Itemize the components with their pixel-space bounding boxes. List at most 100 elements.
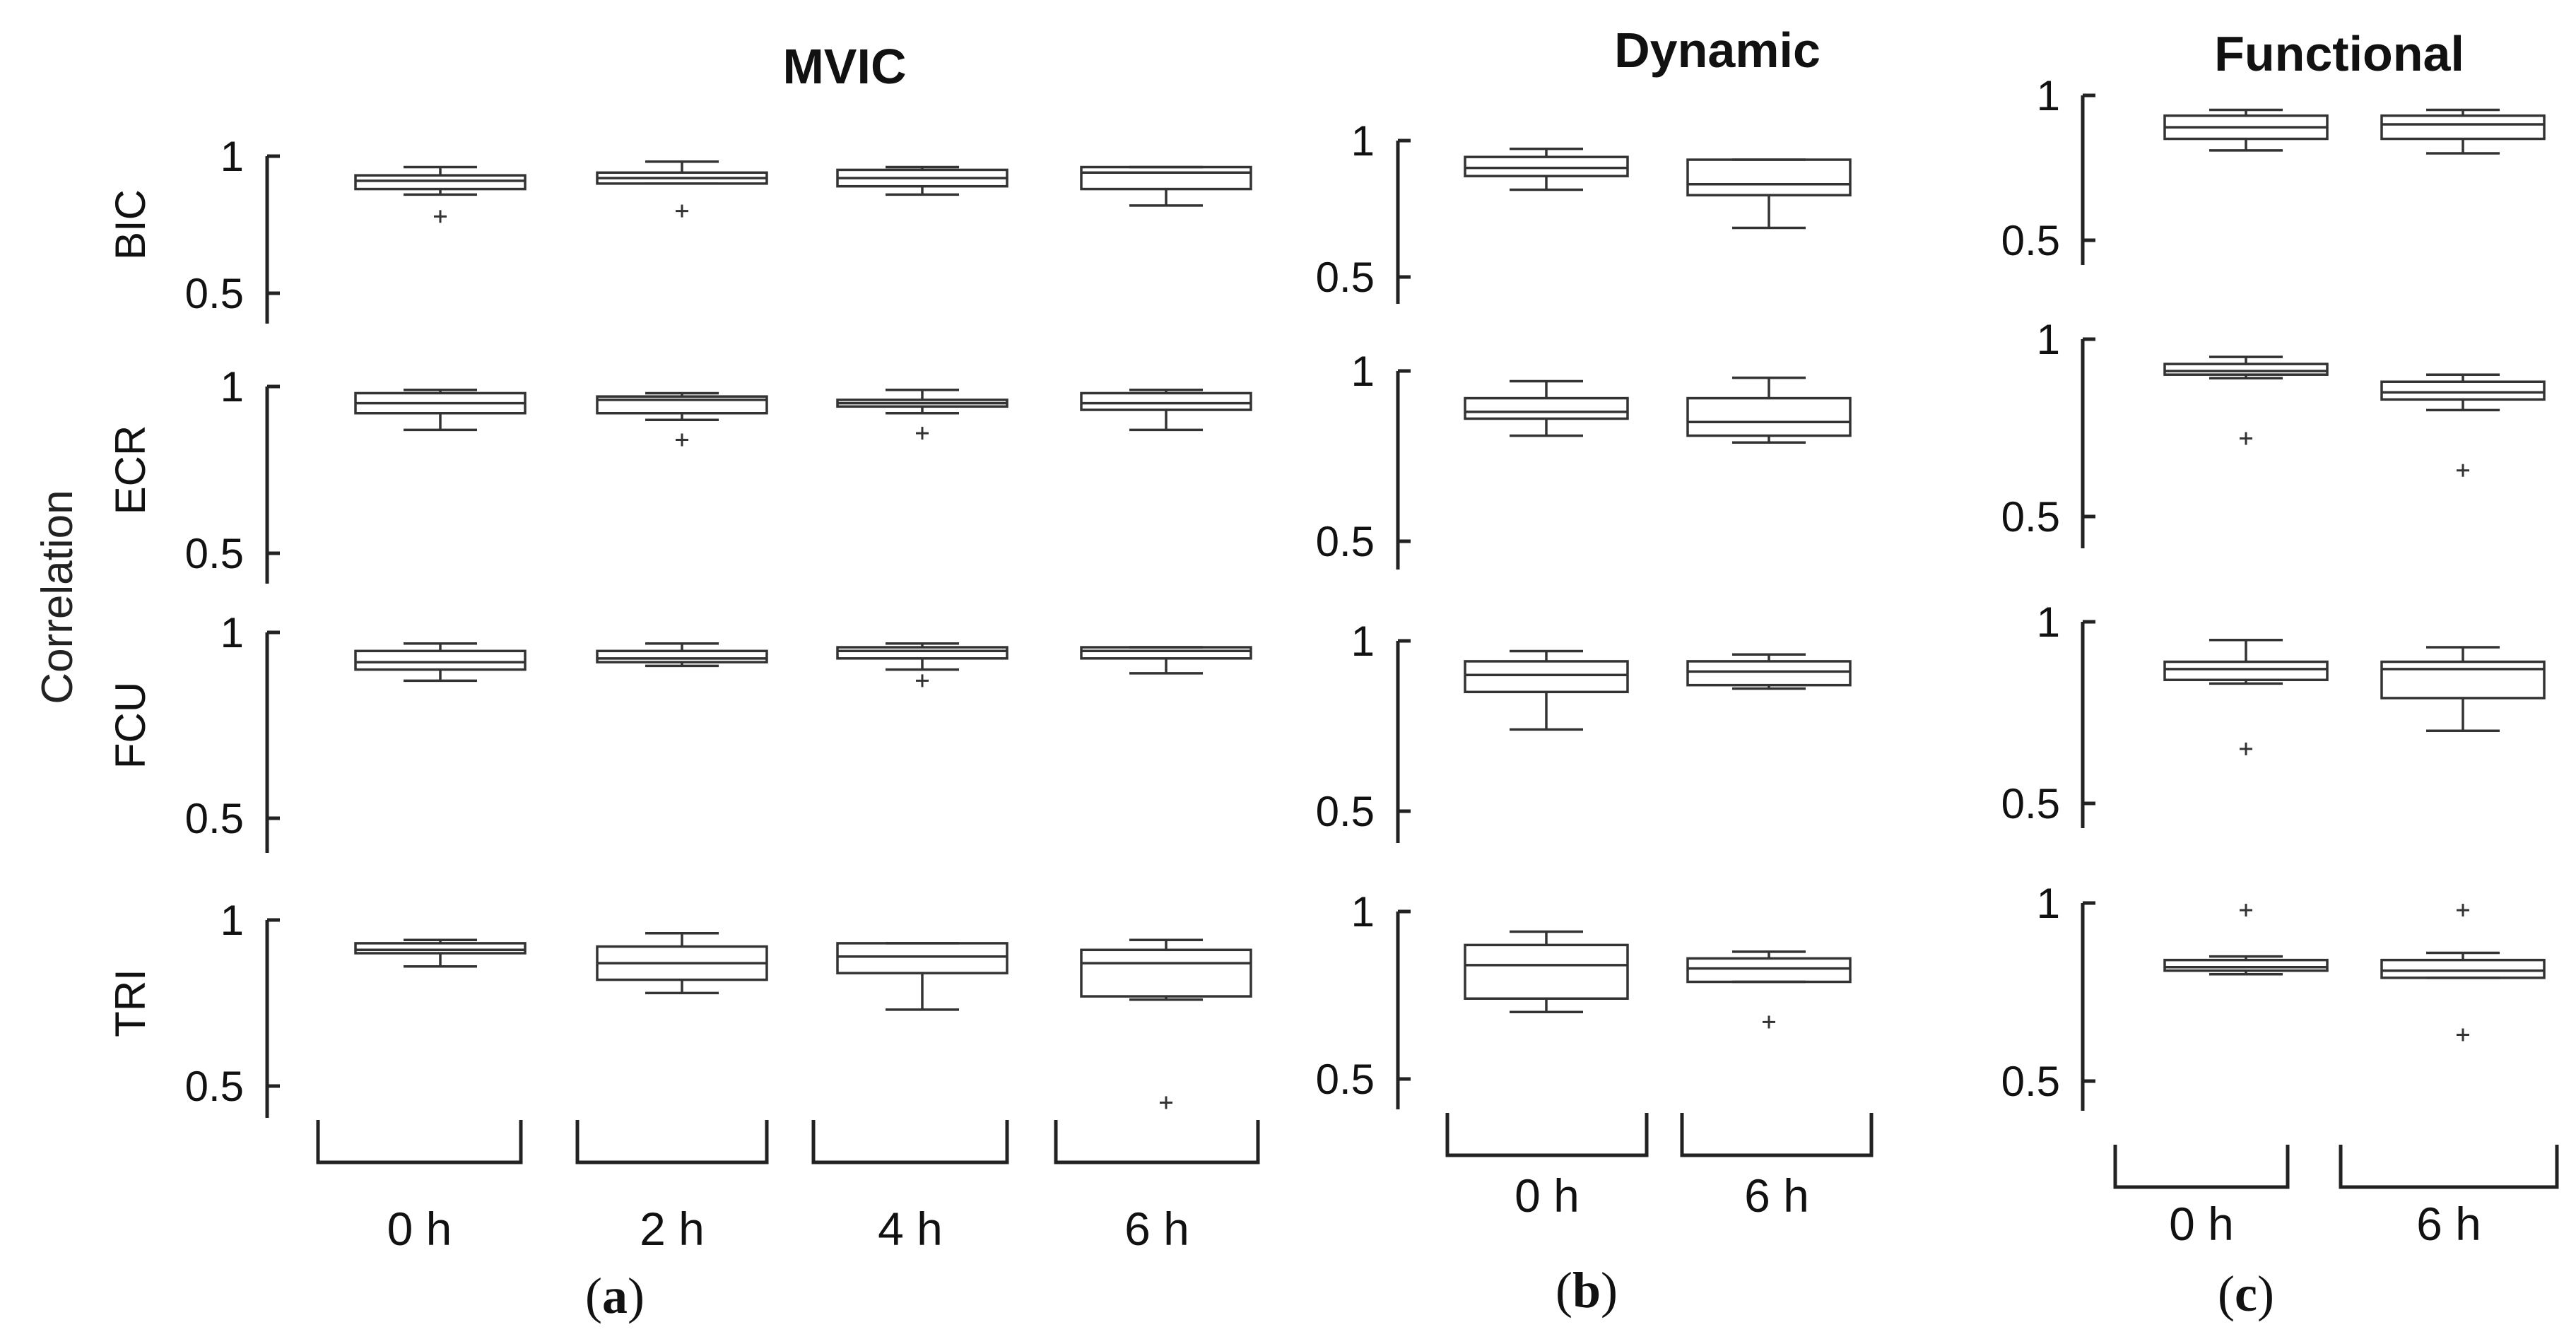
box-fcu-0h — [2163, 638, 2329, 755]
panel-label: (c) — [2218, 1266, 2274, 1322]
box-iqr — [1080, 948, 1252, 998]
outlier-marker — [916, 674, 929, 688]
box-fcu-4h — [836, 642, 1008, 688]
box-tri-4h — [836, 942, 1008, 1011]
box-bic-0h — [354, 165, 527, 223]
x-category-label: 2 h — [640, 1203, 705, 1255]
box-iqr — [1686, 396, 1852, 437]
row-fcu: 10.5 — [1316, 618, 1852, 843]
y-tick-label: 1 — [220, 897, 244, 944]
y-tick-label: 1 — [1351, 117, 1375, 165]
row-fcu: 10.5 — [2001, 598, 2546, 828]
x-category-label: 6 h — [2416, 1198, 2481, 1250]
box-ecr-6h — [1080, 388, 1252, 432]
box-fcu-6h — [2380, 646, 2546, 732]
panel-title: Dynamic — [1614, 23, 1821, 78]
x-category-label: 4 h — [878, 1203, 943, 1255]
box-bic-0h — [2163, 108, 2329, 152]
x-category-bracket — [1445, 1113, 1649, 1157]
row-tri: 10.5 — [1316, 888, 1852, 1109]
row-tri: 1 0.5 TRI — [107, 897, 1252, 1118]
box-fcu-0h — [1464, 649, 1629, 731]
outlier-marker — [2240, 432, 2252, 445]
y-tick-label: 1 — [1351, 888, 1375, 936]
box-iqr — [1686, 158, 1852, 196]
box-iqr — [1686, 957, 1852, 984]
panel-title: Functional — [2214, 26, 2464, 81]
panel-label-part: c — [2235, 1266, 2257, 1322]
box-ecr-0h — [2163, 355, 2329, 445]
outlier-marker — [1160, 1096, 1172, 1109]
outlier-marker — [2240, 742, 2252, 755]
box-ecr-0h — [354, 388, 527, 432]
panel-label-part: ( — [585, 1268, 602, 1324]
box-fcu-2h — [596, 642, 768, 668]
y-tick-label: 1 — [2037, 598, 2060, 646]
x-category-label: 0 h — [1515, 1169, 1580, 1222]
row-fcu: 1 0.5 FCU — [107, 609, 1252, 853]
outlier-marker — [2457, 464, 2469, 477]
row-bic: 1 0.5 BIC — [107, 133, 1252, 324]
x-category-bracket — [2113, 1145, 2290, 1189]
outlier-marker — [916, 427, 929, 440]
outlier-marker — [1763, 1015, 1775, 1029]
box-iqr — [1464, 660, 1629, 694]
box-bic-6h — [1686, 158, 1852, 230]
x-category-bracket — [811, 1120, 1009, 1164]
row-bic: 10.5 — [2001, 72, 2546, 265]
y-tick-label: 1 — [1351, 618, 1375, 665]
outlier-marker — [2457, 1028, 2469, 1042]
panel-title: MVIC — [783, 39, 907, 94]
y-tick-label: 0.5 — [1316, 788, 1375, 835]
box-ecr-4h — [836, 388, 1008, 440]
box-tri-0h — [1464, 930, 1629, 1013]
box-ecr-0h — [1464, 379, 1629, 437]
box-tri-0h — [2163, 904, 2329, 976]
panel-label-part: ) — [2257, 1266, 2274, 1322]
y-tick-label: 0.5 — [1316, 1056, 1375, 1103]
y-tick-label: 0.5 — [2001, 780, 2060, 827]
box-iqr — [2163, 958, 2329, 972]
box-bic-2h — [596, 160, 768, 218]
box-iqr — [836, 646, 1008, 660]
y-tick-label: 0.5 — [185, 530, 244, 577]
box-iqr — [1464, 396, 1629, 420]
box-iqr — [2380, 958, 2546, 979]
row-label-ecr: ECR — [107, 425, 154, 515]
y-tick-label: 1 — [2037, 880, 2060, 927]
x-category-bracket — [2339, 1145, 2559, 1189]
box-tri-6h — [2380, 904, 2546, 1042]
outlier-marker — [676, 204, 688, 218]
row-label-tri: TRI — [107, 969, 154, 1037]
box-iqr — [1080, 391, 1252, 411]
box-ecr-6h — [2380, 373, 2546, 477]
x-category-label: 0 h — [2169, 1198, 2234, 1250]
x-category-bracket — [1054, 1120, 1260, 1164]
box-iqr — [836, 942, 1008, 974]
y-tick-label: 1 — [220, 363, 244, 411]
y-tick-label: 1 — [220, 609, 244, 656]
box-ecr-6h — [1686, 376, 1852, 444]
row-label-fcu: FCU — [107, 682, 154, 769]
outlier-marker — [2240, 904, 2252, 917]
box-iqr — [354, 649, 527, 671]
y-tick-label: 1 — [2037, 72, 2060, 119]
panel-label: (b) — [1555, 1262, 1618, 1319]
box-iqr — [2163, 660, 2329, 681]
box-iqr — [2380, 114, 2546, 141]
y-tick-label: 1 — [1351, 348, 1375, 395]
x-category-label: 6 h — [1124, 1203, 1189, 1255]
box-bic-0h — [1464, 147, 1629, 191]
box-iqr — [596, 649, 768, 663]
x-category-label: 0 h — [387, 1203, 452, 1255]
panel-label-part: b — [1572, 1262, 1601, 1319]
panel-label: (a) — [585, 1268, 645, 1324]
box-iqr — [1080, 165, 1252, 191]
box-iqr — [2163, 362, 2329, 376]
row-ecr: 10.5 — [1316, 348, 1852, 570]
box-iqr — [1686, 660, 1852, 687]
box-fcu-6h — [1686, 653, 1852, 690]
